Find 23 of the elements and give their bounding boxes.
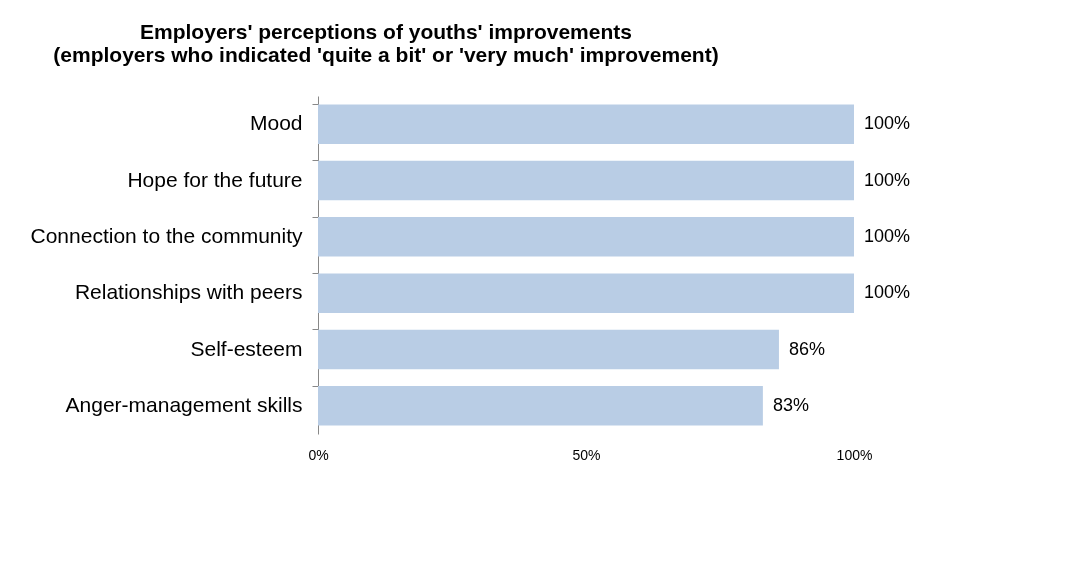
y-tick-label: Mood: [249, 111, 303, 135]
y-tick-label: Connection to the community: [30, 223, 303, 247]
x-tick-label: 50%: [572, 446, 601, 463]
bar: [318, 104, 854, 144]
y-tick-label: Hope for the future: [127, 167, 303, 191]
data-label: 86%: [788, 338, 825, 359]
data-label: 100%: [864, 282, 911, 303]
data-label: 83%: [772, 394, 809, 415]
text: Employers' perceptions of youths' improvements: [140, 20, 632, 43]
data-label: 100%: [864, 169, 911, 190]
bar: [318, 217, 854, 257]
data-label: 100%: [864, 113, 911, 134]
bar: [318, 273, 854, 313]
bar: [318, 329, 779, 370]
x-tick-label: 100%: [836, 446, 873, 463]
y-tick-label: Relationships with peers: [74, 280, 303, 304]
data-label: 100%: [864, 225, 911, 246]
x-tick-label: 0%: [308, 446, 329, 463]
y-tick-label: Anger-management skills: [65, 392, 303, 416]
bar: [318, 386, 763, 426]
bar: [318, 160, 854, 201]
y-tick-label: Self-esteem: [190, 336, 303, 360]
text: (employers who indicated 'quite a bit' or 'very much' improvement): [53, 43, 719, 66]
